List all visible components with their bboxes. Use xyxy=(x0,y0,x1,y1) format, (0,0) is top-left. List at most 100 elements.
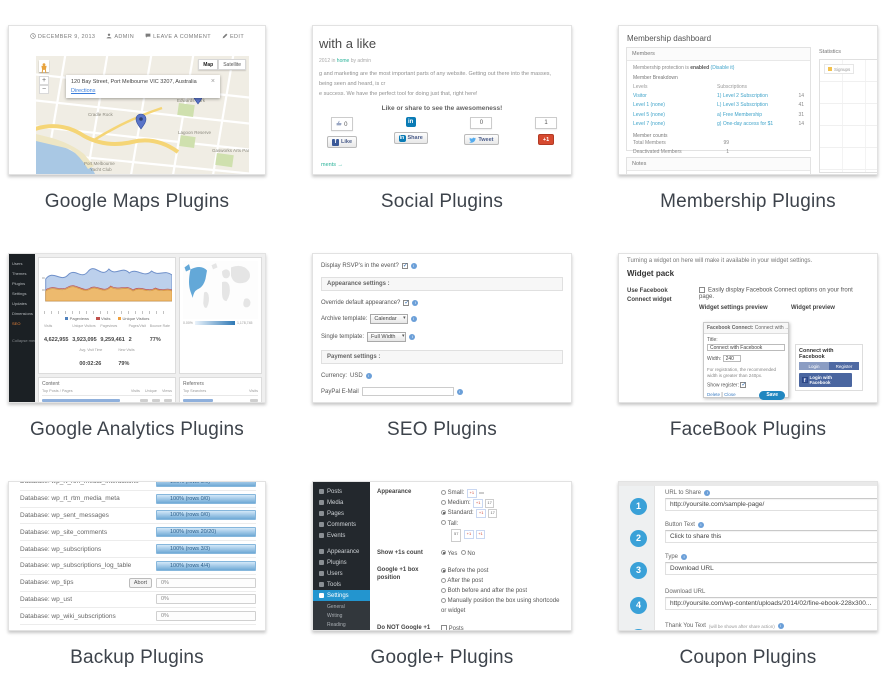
info-icon: i xyxy=(409,334,416,340)
radio-selected xyxy=(441,510,446,516)
radio-selected xyxy=(441,550,446,556)
breakdown-title: Member Breakdown xyxy=(633,75,678,81)
backup-row: Database: wp_site_comments 100% (rows 20/… xyxy=(20,524,256,542)
map-canvas: Cradle Rock Edwards Park Lagoon Reserve … xyxy=(36,56,249,174)
backup-row: Database: wp_rt_rtm_media_interactions 10… xyxy=(20,482,256,491)
facebook-connect-card: Facebook Connect: Connect with … Title: … xyxy=(703,322,789,400)
menu-icon xyxy=(319,571,324,576)
gplus-count: 1 xyxy=(535,117,557,129)
pegman-control xyxy=(39,60,49,74)
tile-caption: Google Analytics Plugins xyxy=(30,419,244,440)
gplus-button: +1 xyxy=(537,134,555,145)
post-author: ADMIN xyxy=(106,33,134,40)
thumb-up-icon xyxy=(337,120,342,126)
post-date: DECEMBER 9, 2013 xyxy=(30,33,95,40)
step-number: 3 xyxy=(630,562,647,579)
download-url-step: Download URL http://yoursite.com/wp-cont… xyxy=(665,589,877,610)
share-buttons: 0 f Like in in Share 0 Tweet 1 +1 xyxy=(327,117,557,148)
tile-caption: Coupon Plugins xyxy=(679,647,817,668)
sidebar-item: Tools xyxy=(313,579,370,590)
intro-text: Turning a widget on here will make it av… xyxy=(627,258,813,264)
map-label: Gasworks Arts Park xyxy=(212,148,249,153)
map-legend: 0.00% 1,178,745 xyxy=(183,321,253,325)
google-map: Cradle Rock Edwards Park Lagoon Reserve … xyxy=(36,56,249,174)
tweet-widget: 0 Tweet xyxy=(464,117,499,148)
gallery-item-social: with a like 2012 in home by admin g and … xyxy=(312,25,572,253)
geo-map-panel: 0.00% 1,178,745 xyxy=(179,257,262,374)
sidebar-item: Appearance xyxy=(313,546,370,557)
sidebar-item: Comments xyxy=(313,519,370,530)
linkedin-share-button: in Share xyxy=(393,132,428,144)
tweet-count: 0 xyxy=(470,117,493,129)
settings-submenu: General Writing Reading Discussion Media xyxy=(313,601,370,630)
info-icon: i xyxy=(410,316,417,322)
radio-unselected xyxy=(441,489,446,495)
thumb-google-plus-plugins[interactable]: Posts Media Pages Comments Events Appear… xyxy=(312,481,572,631)
tile-caption: Google Maps Plugins xyxy=(44,191,230,212)
subscriptions-column: Subscriptions 1) Level 2 Subscription 14 … xyxy=(717,84,804,129)
backup-row: Database: wp_tips Abort 0% xyxy=(20,575,256,592)
gplus-widget: 1 +1 xyxy=(535,117,557,148)
sidebar-item: Pages xyxy=(313,508,370,519)
submenu-item: Writing xyxy=(327,613,343,619)
tile-caption: SEO Plugins xyxy=(387,419,497,440)
map-label: Edwards Park xyxy=(177,98,206,103)
backup-row: Database: wp_rt_rtm_media_meta 100% (rows… xyxy=(20,491,256,508)
sidebar-item-settings-active: Settings xyxy=(313,590,370,601)
pegman-icon xyxy=(41,63,47,74)
thumb-seo-plugins[interactable]: Display RSVP's in the event?i Appearance… xyxy=(312,253,572,403)
radio-selected xyxy=(441,567,446,573)
thumb-membership-plugins[interactable]: Membership dashboard Members Membership … xyxy=(618,25,878,175)
widget-preview-card: Connect with Facebook Login Register f L… xyxy=(795,344,863,391)
notes-panel: Notes xyxy=(626,157,811,174)
subscription-link: L) Level 3 Subscription xyxy=(717,102,768,109)
delete-link: Delete xyxy=(707,392,721,398)
thumb-google-maps-plugins[interactable]: DECEMBER 9, 2013 ADMIN LEAVE A COMMENT E… xyxy=(8,25,266,175)
zoom-in-button: + xyxy=(39,76,49,85)
facebook-like-button: f Like xyxy=(327,136,358,148)
comments-link: ments → xyxy=(321,162,344,168)
protection-status: Membership protection is enabled (Disabl… xyxy=(633,65,735,71)
map-info-window: × 120 Bay Street, Port Melbourne VIC 320… xyxy=(66,75,220,98)
exclude-post-types-setting: Do NOT Google +1 box for these post type… xyxy=(377,624,564,630)
chart-legend: Signups xyxy=(824,64,855,74)
sidebar-item: Users xyxy=(313,568,370,579)
info-icon: i xyxy=(412,300,419,306)
appearance-setting: Appearance Small: +1 Medium: +1 17 Standa… xyxy=(377,488,564,542)
menu-icon xyxy=(319,560,324,565)
step-number: 1 xyxy=(630,498,647,515)
menu-icon xyxy=(319,489,324,494)
info-icon: i xyxy=(777,623,784,629)
info-icon: i xyxy=(456,388,463,395)
progress-bar: 0% xyxy=(156,594,256,605)
home-link: home xyxy=(336,58,350,64)
legend-swatch xyxy=(96,316,100,320)
sidebar-item: SEO xyxy=(12,320,21,326)
linkedin-icon: in xyxy=(398,134,406,142)
checkbox-checked xyxy=(403,299,409,306)
thumb-facebook-plugins[interactable]: Turning a widget on here will make it av… xyxy=(618,253,878,403)
thumb-social-plugins[interactable]: with a like 2012 in home by admin g and … xyxy=(312,25,572,175)
sidebar-item: Settings xyxy=(12,290,27,296)
url-to-share-step: URL to Share i http://yoursite.com/sample… xyxy=(665,490,877,511)
member-counts: Member counts Total Members 99 Deactivate… xyxy=(633,133,729,155)
button-text-step: Button Text i Click to share this xyxy=(665,522,877,543)
levels-column: Levels Visitor Level 1 (none) Level 5 (n… xyxy=(633,84,717,129)
summary-stats: Visits 4,622,955 Unique Visitors 3,923,095… xyxy=(44,324,170,343)
thumb-google-analytics-plugins[interactable]: Users Themes Plugins Settings Updates Di… xyxy=(8,253,266,403)
tile-caption: FaceBook Plugins xyxy=(669,419,827,440)
sidebar-item: Plugins xyxy=(12,280,26,286)
plugin-gallery: DECEMBER 9, 2013 ADMIN LEAVE A COMMENT E… xyxy=(8,0,893,689)
download-url-input: http://yoursite.com/wp-content/uploads/2… xyxy=(665,597,877,610)
widget-pack-title: Widget pack xyxy=(627,269,675,278)
tile-caption: Google+ Plugins xyxy=(370,647,514,668)
button-text-input: Click to share this xyxy=(665,530,877,543)
wp-admin-sidebar: Users Themes Plugins Settings Updates Di… xyxy=(9,254,35,402)
sidebar-item: Updates xyxy=(12,300,27,306)
map-type-satellite-button: Satellite xyxy=(218,59,246,70)
thumb-backup-plugins[interactable]: Database: wp_rt_rtm_media_interactions 10… xyxy=(8,481,266,631)
widget-preview-header: Widget preview xyxy=(791,305,835,311)
sidebar-item: Posts xyxy=(313,486,370,497)
post-edit: EDIT xyxy=(222,33,244,40)
